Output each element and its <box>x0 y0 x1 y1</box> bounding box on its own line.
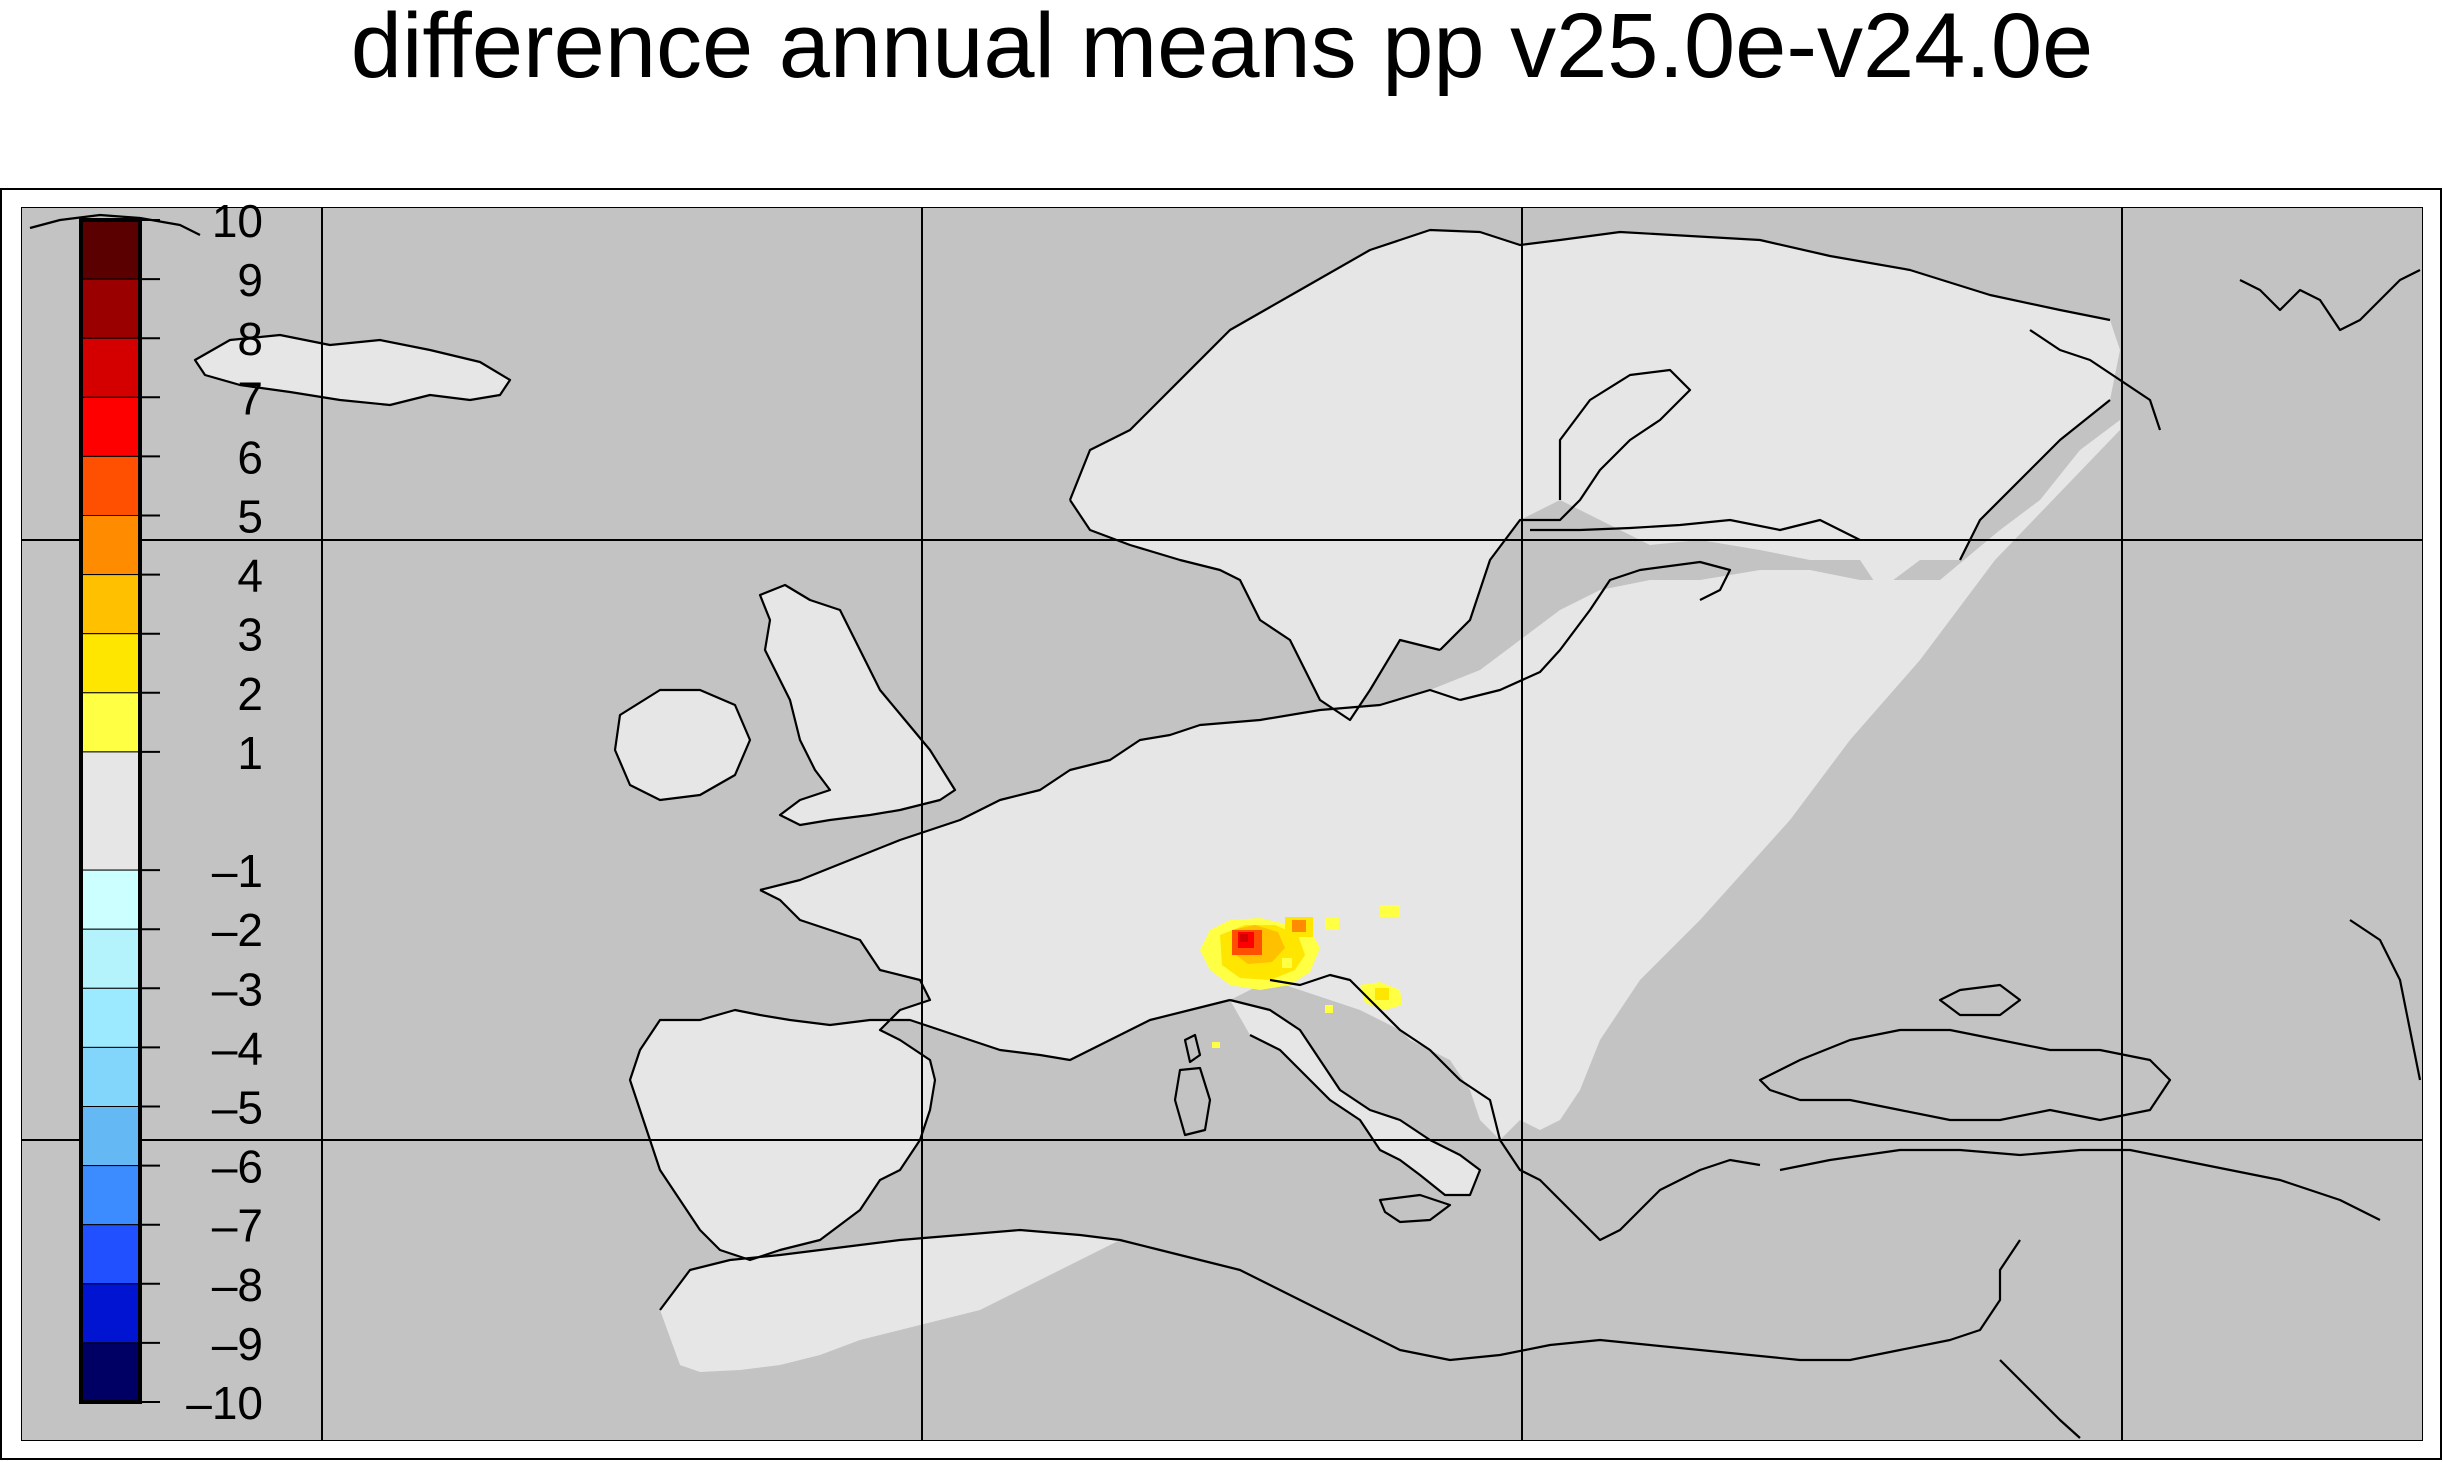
coast-scandinavia <box>1068 228 2111 722</box>
anomaly-patch-ne-2 <box>1292 920 1306 932</box>
colorbar-block <box>80 278 141 339</box>
land-italy <box>1230 1000 1480 1195</box>
coastlines <box>29 213 2422 1439</box>
map-domain <box>22 208 2422 1440</box>
coast-russia-arctic <box>2239 269 2421 332</box>
coast-balkans <box>1499 1139 1761 1242</box>
colorbar-tick-label: –9 <box>212 1318 263 1370</box>
gridlines <box>22 208 2422 1440</box>
colorbar-tick-label: 1 <box>237 727 263 779</box>
coast-biscay-iberia <box>628 889 1231 1262</box>
coast-europe-west <box>759 688 1461 892</box>
colorbar-tick-label: 8 <box>237 313 263 365</box>
colorbar-tick-label: 9 <box>237 254 263 306</box>
colorbar-block <box>80 751 141 871</box>
land-great-britain <box>760 585 955 825</box>
anomaly-patch-ne-3 <box>1325 918 1339 930</box>
colorbar-tick-label: 5 <box>237 491 263 543</box>
land-ireland <box>615 690 750 800</box>
coast-iceland <box>193 333 512 407</box>
map-title: difference annual means pp v25.0e-v24.0e <box>350 0 2094 97</box>
land-scandinavia <box>1070 230 2120 720</box>
colorbar-tick-label: –4 <box>212 1022 263 1074</box>
colorbar-block <box>80 455 141 516</box>
colorbar-tick-label: –8 <box>212 1259 263 1311</box>
colorbar-block <box>80 1106 141 1167</box>
colorbar-block <box>80 692 141 753</box>
colorbar-block <box>80 1283 141 1344</box>
land-iceland <box>195 335 510 405</box>
anomaly-patch-tyrol <box>1380 905 1400 917</box>
anomaly-alps-7to8 <box>1240 934 1248 942</box>
coast-turkey <box>1779 1148 2381 1221</box>
coast-black-sea <box>1758 1028 2172 1122</box>
colorbar-block <box>80 633 141 694</box>
colorbar-block <box>80 869 141 930</box>
coast-red-sea <box>1999 1359 2081 1439</box>
colorbar-block <box>80 337 141 398</box>
coast-sicily <box>1378 1193 1452 1224</box>
colorbar-block <box>80 1342 141 1403</box>
colorbar-tick-label: 4 <box>237 550 263 602</box>
colorbar-block <box>80 574 141 635</box>
colorbar-block <box>80 928 141 989</box>
colorbar-border <box>79 218 142 1404</box>
coast-ireland <box>613 688 752 802</box>
anomaly-patch-small-2 <box>1282 958 1292 968</box>
colorbar-tick-label: 6 <box>237 431 263 483</box>
colorbar-tick-label: 10 <box>212 195 263 247</box>
coast-corsica <box>1183 1033 1202 1064</box>
colorbar-blocks <box>80 219 141 1403</box>
coast-baltic-south <box>1459 560 1732 702</box>
colorbar: 10 9 8 7 6 5 4 3 2 1 –1 –2 –3 –4 –5 –6 –7 –8 –9 –10 <box>79 195 263 1429</box>
land-north-africa <box>660 1230 1120 1372</box>
outer-frame <box>0 188 2442 1460</box>
coast-italy <box>1229 973 1502 1197</box>
colorbar-tick-label: –6 <box>212 1141 263 1193</box>
coast-caspian <box>2349 919 2422 1081</box>
colorbar-block <box>80 1224 141 1285</box>
colorbar-tick-label: 7 <box>237 372 263 424</box>
anomaly-patch-small-1 <box>1325 1005 1333 1013</box>
colorbar-tick-label: 3 <box>237 609 263 661</box>
colorbar-labels: 10 9 8 7 6 5 4 3 2 1 –1 –2 –3 –4 –5 –6 –7 –8 –9 –10 <box>186 195 263 1429</box>
coast-greenland-tip <box>29 213 201 236</box>
colorbar-tick-label: –3 <box>212 963 263 1015</box>
coast-great-britain <box>758 583 957 827</box>
coast-finland-gulf <box>1530 518 1861 541</box>
colorbar-block <box>80 219 141 280</box>
coast-white-sea <box>2029 329 2162 431</box>
colorbar-tick-label: –1 <box>212 845 263 897</box>
colorbar-tick-label: 2 <box>237 668 263 720</box>
coast-sardinia <box>1173 1066 1212 1137</box>
coast-crimea <box>1938 983 2022 1017</box>
colorbar-block <box>80 987 141 1048</box>
colorbar-tick-label: –10 <box>186 1377 263 1429</box>
coast-north-africa <box>659 1228 2021 1362</box>
colorbar-block <box>80 1046 141 1108</box>
anomaly-patch-small-3 <box>1212 1042 1220 1048</box>
coast-bothnia <box>1439 368 1692 651</box>
colorbar-block <box>80 1165 141 1226</box>
colorbar-ticks <box>140 219 160 1403</box>
anomaly-patch-istria-core <box>1375 988 1389 1000</box>
positive-anomaly-patches <box>1200 905 1402 1048</box>
colorbar-block <box>80 515 141 576</box>
colorbar-tick-label: –5 <box>212 1082 263 1134</box>
colorbar-tick-label: –7 <box>212 1200 263 1252</box>
colorbar-tick-label: –2 <box>212 904 263 956</box>
colorbar-block <box>80 396 141 457</box>
